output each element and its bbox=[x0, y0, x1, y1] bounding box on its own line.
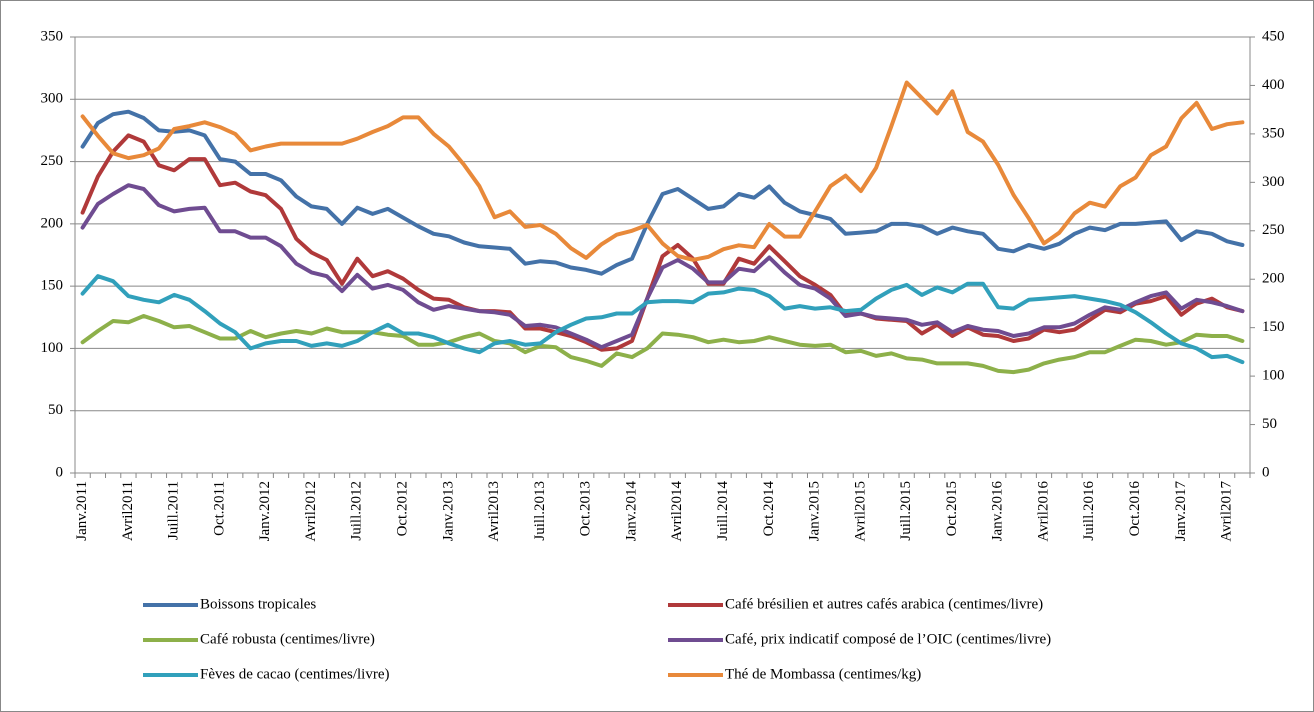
y2-tick-label: 200 bbox=[1262, 271, 1285, 287]
y2-tick-label: 400 bbox=[1262, 77, 1285, 93]
x-tick-label: Janv.2014 bbox=[623, 481, 639, 542]
series-line bbox=[80, 133, 1245, 352]
series-line bbox=[80, 274, 1245, 365]
x-tick-label: Avril2015 bbox=[852, 481, 868, 542]
x-tick-label: Oct.2014 bbox=[761, 481, 777, 537]
y2-tick-label: 450 bbox=[1262, 28, 1285, 44]
y2-tick-label: 100 bbox=[1262, 368, 1285, 384]
y2-tick-label: 0 bbox=[1262, 464, 1270, 480]
y2-tick-label: 250 bbox=[1262, 222, 1285, 238]
x-tick-label: Juill.2011 bbox=[166, 481, 182, 540]
legend-label: Fèves de cacao (centimes/livre) bbox=[200, 666, 390, 682]
x-tick-label: Janv.2012 bbox=[257, 481, 273, 541]
y2-tick-label: 150 bbox=[1262, 319, 1285, 335]
x-tick-label: Avril2011 bbox=[120, 481, 136, 541]
x-tick-label: Oct.2012 bbox=[395, 481, 411, 536]
legend-label: Café, prix indicatif composé de l’OIC (c… bbox=[725, 631, 1051, 647]
x-tick-label: Avril2014 bbox=[669, 481, 685, 542]
legend-label: Boissons tropicales bbox=[200, 596, 316, 612]
x-tick-label: Janv.2011 bbox=[74, 481, 90, 541]
x-tick-label: Janv.2016 bbox=[990, 481, 1006, 542]
x-tick-label: Avril2013 bbox=[486, 481, 502, 542]
x-tick-label: Oct.2013 bbox=[578, 481, 594, 536]
series-line bbox=[80, 314, 1245, 375]
x-tick-label: Juill.2014 bbox=[715, 481, 731, 541]
y2-tick-label: 300 bbox=[1262, 174, 1285, 190]
y-tick-label: 250 bbox=[41, 153, 64, 169]
x-tick-label: Juill.2012 bbox=[349, 481, 365, 541]
legend-label: Café robusta (centimes/livre) bbox=[200, 631, 375, 647]
y2-tick-label: 50 bbox=[1262, 416, 1277, 432]
y-tick-label: 0 bbox=[56, 464, 64, 480]
y2-tick-label: 350 bbox=[1262, 125, 1285, 141]
x-tick-label: Juill.2013 bbox=[532, 481, 548, 541]
y-tick-label: 50 bbox=[48, 402, 63, 418]
x-tick-label: Janv.2015 bbox=[807, 481, 823, 541]
x-tick-label: Oct.2016 bbox=[1127, 481, 1143, 537]
x-tick-label: Oct.2015 bbox=[944, 481, 960, 536]
x-tick-label: Avril2012 bbox=[303, 481, 319, 542]
series-line bbox=[80, 80, 1245, 262]
x-tick-label: Oct.2011 bbox=[211, 481, 227, 536]
x-tick-label: Janv.2017 bbox=[1173, 481, 1189, 542]
y-tick-label: 100 bbox=[41, 340, 64, 356]
series-line bbox=[80, 109, 1245, 276]
x-tick-label: Avril2016 bbox=[1035, 481, 1051, 542]
series-line bbox=[80, 183, 1245, 350]
y-tick-label: 350 bbox=[41, 28, 64, 44]
y-tick-label: 150 bbox=[41, 278, 64, 294]
legend-label: Thé de Mombassa (centimes/kg) bbox=[725, 666, 921, 682]
x-tick-label: Juill.2015 bbox=[898, 481, 914, 541]
legend-label: Café brésilien et autres cafés arabica (… bbox=[725, 596, 1043, 612]
x-tick-label: Avril2017 bbox=[1219, 481, 1235, 542]
y-tick-label: 300 bbox=[41, 91, 64, 107]
x-tick-label: Juill.2016 bbox=[1081, 481, 1097, 541]
x-tick-label: Janv.2013 bbox=[440, 481, 456, 541]
y-tick-label: 200 bbox=[41, 215, 64, 231]
